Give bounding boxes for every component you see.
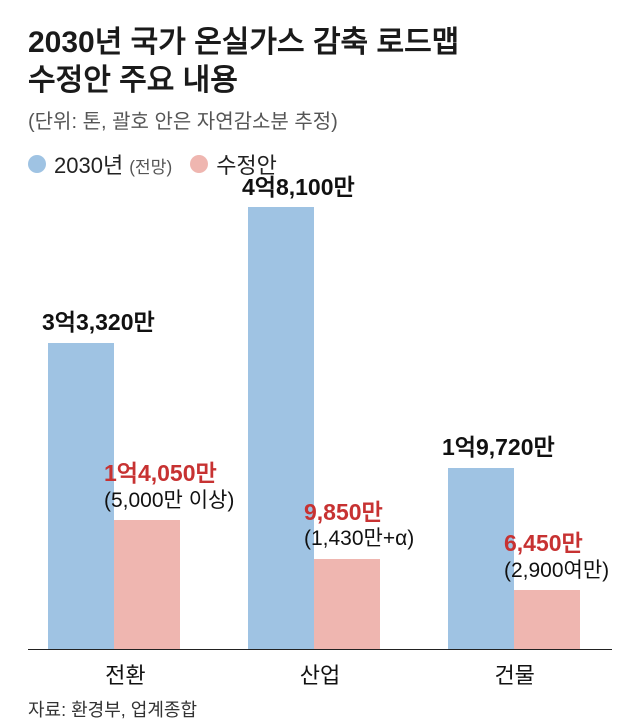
bar-label-forecast: 3억3,320만 (42, 308, 242, 337)
title-line-1: 2030년 국가 온실가스 감축 로드맵 (28, 24, 612, 62)
bar-forecast (248, 207, 314, 649)
bar-revised (514, 590, 580, 649)
category-axis: 전환산업건물 (28, 658, 612, 690)
bar-label-forecast: 1억9,720만 (442, 433, 640, 462)
legend-label-forecast: 2030년 (54, 148, 123, 180)
legend-item-forecast: 2030년(전망) (28, 148, 172, 180)
category-label: 전환 (28, 658, 223, 690)
bar-label-revised: 6,450만(2,900여만) (504, 529, 640, 584)
legend-sub-forecast: (전망) (129, 153, 172, 178)
chart-title: 2030년 국가 온실가스 감축 로드맵 수정안 주요 내용 (28, 24, 612, 99)
bar-revised (314, 559, 380, 649)
legend-swatch-forecast (28, 155, 46, 173)
category-label: 산업 (223, 658, 418, 690)
chart-subtitle: (단위: 톤, 괄호 안은 자연감소분 추정) (28, 105, 612, 134)
category-label: 건물 (417, 658, 612, 690)
bar-label-forecast: 4억8,100만 (242, 173, 442, 202)
source-line: 자료: 환경부, 업계종합 (28, 696, 612, 722)
title-line-2: 수정안 주요 내용 (28, 62, 612, 100)
bar-chart: 3억3,320만1억4,050만(5,000만 이상)4억8,100만9,850… (28, 190, 612, 650)
legend-swatch-revised (190, 155, 208, 173)
bar-revised (114, 520, 180, 649)
